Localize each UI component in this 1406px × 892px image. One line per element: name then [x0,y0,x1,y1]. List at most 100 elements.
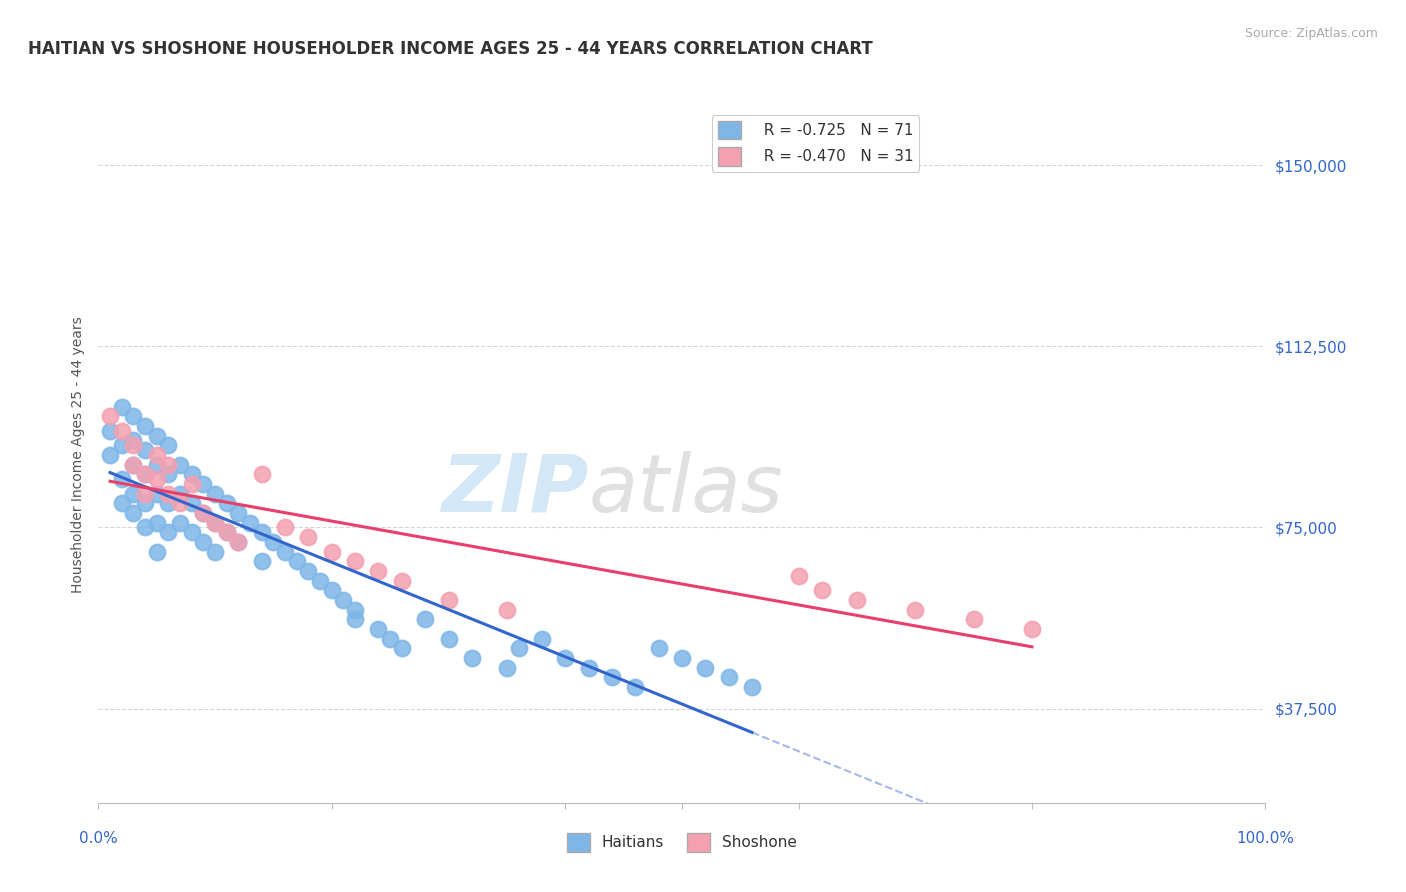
Y-axis label: Householder Income Ages 25 - 44 years: Householder Income Ages 25 - 44 years [70,317,84,593]
Legend: Haitians, Shoshone: Haitians, Shoshone [561,827,803,858]
Point [146,458,169,472]
Point [169,516,191,530]
Point [157,496,180,510]
Point [437,592,460,607]
Point [146,448,169,462]
Point [157,486,180,500]
Point [285,554,308,568]
Point [274,520,297,534]
Point [204,516,226,530]
Point [98,409,121,424]
Point [274,544,297,558]
Point [146,428,169,442]
Point [297,564,319,578]
Point [134,496,156,510]
Point [122,486,145,500]
Point [321,583,343,598]
Text: 100.0%: 100.0% [1236,830,1295,846]
Point [787,568,810,582]
Point [530,632,553,646]
Point [846,592,869,607]
Point [169,458,191,472]
Point [122,458,145,472]
Point [250,467,273,482]
Point [215,496,238,510]
Point [134,486,156,500]
Point [239,516,262,530]
Point [204,486,226,500]
Point [508,641,530,656]
Point [344,602,367,616]
Point [180,525,202,540]
Point [380,632,402,646]
Point [717,670,740,684]
Point [321,544,343,558]
Point [193,506,215,520]
Point [169,486,191,500]
Point [134,520,156,534]
Point [122,434,145,448]
Point [250,525,273,540]
Point [146,544,169,558]
Point [671,651,693,665]
Text: atlas: atlas [589,450,783,529]
Point [496,660,519,674]
Point [578,660,600,674]
Text: Source: ZipAtlas.com: Source: ZipAtlas.com [1244,27,1378,40]
Point [228,534,250,549]
Text: HAITIAN VS SHOSHONE HOUSEHOLDER INCOME AGES 25 - 44 YEARS CORRELATION CHART: HAITIAN VS SHOSHONE HOUSEHOLDER INCOME A… [28,40,873,58]
Point [344,612,367,626]
Point [367,564,389,578]
Point [193,534,215,549]
Point [624,680,647,694]
Point [180,467,202,482]
Point [695,660,717,674]
Point [193,506,215,520]
Point [215,525,238,540]
Point [146,516,169,530]
Point [741,680,763,694]
Point [134,419,156,434]
Point [904,602,927,616]
Point [180,476,202,491]
Point [204,544,226,558]
Point [228,506,250,520]
Point [111,438,134,452]
Point [647,641,669,656]
Point [111,472,134,486]
Point [98,424,121,438]
Point [250,554,273,568]
Point [437,632,460,646]
Point [811,583,834,598]
Point [262,534,284,549]
Point [180,496,202,510]
Point [391,641,413,656]
Point [344,554,367,568]
Point [461,651,484,665]
Point [157,438,180,452]
Point [134,467,156,482]
Point [122,458,145,472]
Point [193,476,215,491]
Point [122,506,145,520]
Point [157,458,180,472]
Point [413,612,436,626]
Point [122,438,145,452]
Point [111,496,134,510]
Point [215,525,238,540]
Point [157,467,180,482]
Point [962,612,984,626]
Point [134,467,156,482]
Text: 0.0%: 0.0% [79,830,118,846]
Point [496,602,519,616]
Point [391,574,413,588]
Point [98,448,121,462]
Point [367,622,389,636]
Point [228,534,250,549]
Point [204,516,226,530]
Point [111,424,134,438]
Point [1021,622,1043,636]
Text: ZIP: ZIP [441,450,589,529]
Point [111,400,134,414]
Point [554,651,576,665]
